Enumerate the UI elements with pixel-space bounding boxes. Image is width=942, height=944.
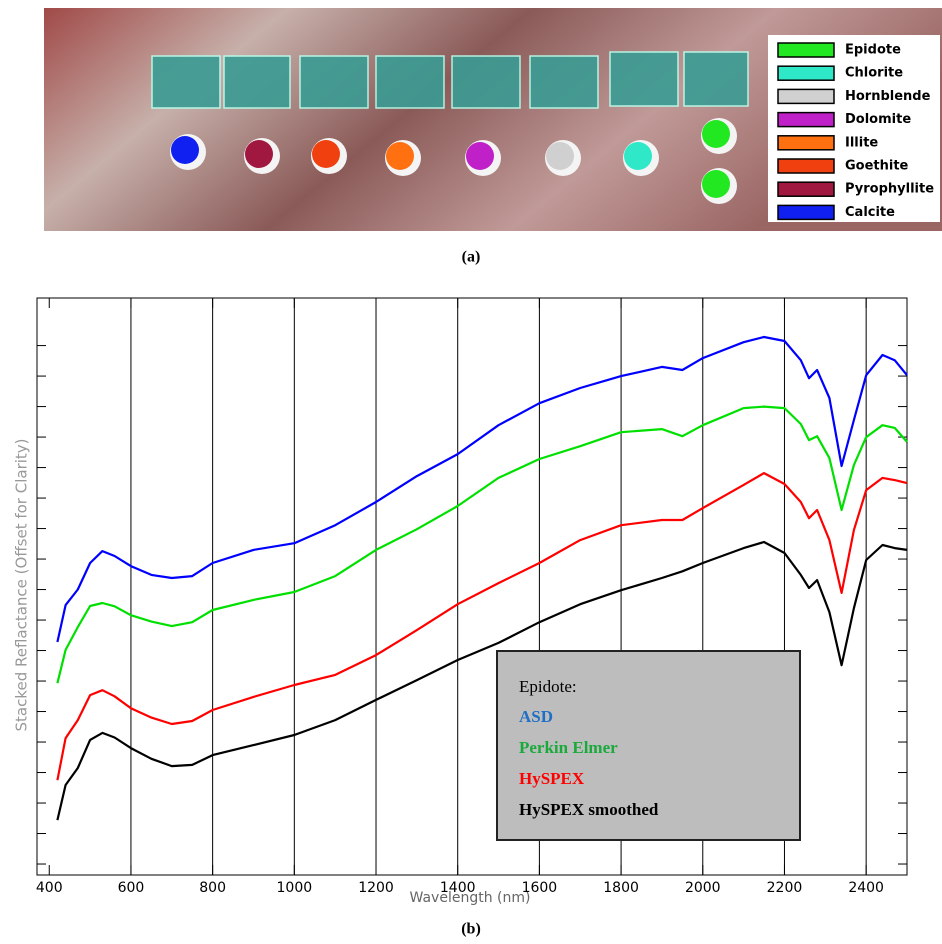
- x-tick-label: 1800: [603, 880, 639, 896]
- sample-disc: [171, 136, 199, 164]
- sample-disc: [546, 142, 574, 170]
- sample-disc: [466, 142, 494, 170]
- legend-label: HySPEX: [519, 769, 585, 788]
- sample-disc: [702, 120, 730, 148]
- sample-disc: [624, 142, 652, 170]
- series-line: [56, 540, 908, 821]
- x-tick-label: 1000: [277, 880, 313, 896]
- legend-label: Goethite: [845, 159, 909, 174]
- legend-swatch: [777, 42, 835, 58]
- legend-label: Illite: [845, 135, 878, 150]
- series-line: [56, 472, 908, 781]
- legend-swatch: [777, 65, 835, 81]
- x-tick-label: 400: [36, 880, 63, 896]
- legend-swatch: [777, 181, 835, 197]
- legend-title: Epidote:: [519, 677, 577, 696]
- x-tick-label: 1400: [440, 880, 476, 896]
- legend-label: ASD: [519, 707, 553, 726]
- x-tick-label: 2000: [685, 880, 721, 896]
- caption: (a): [462, 249, 481, 266]
- legend-box: [496, 650, 801, 841]
- legend-swatch: [777, 204, 835, 221]
- legend-swatch: [777, 88, 835, 105]
- legend-label: Chlorite: [845, 66, 903, 81]
- series-line: [56, 405, 908, 684]
- legend-swatch: [777, 111, 835, 128]
- legend-label: Hornblende: [845, 89, 931, 104]
- legend-label: Dolomite: [845, 112, 911, 127]
- plot-frame: [36, 297, 908, 876]
- legend-label: Calcite: [845, 205, 895, 220]
- sample-disc: [245, 140, 273, 168]
- sample-disc: [702, 170, 730, 198]
- legend-swatch: [777, 158, 835, 174]
- photo-panel: Epidote Chlorite Hornblende Dolomite Illite G…: [44, 8, 942, 231]
- x-tick-label: 2200: [767, 880, 803, 896]
- x-tick-label: 800: [199, 880, 226, 896]
- y-axis-title: Stacked Reflactance (Offset for Clarity): [13, 438, 31, 731]
- x-tick-label: 600: [118, 880, 145, 896]
- x-tick-label: 1600: [522, 880, 558, 896]
- series-line: [56, 335, 908, 643]
- legend-label: HySPEX smoothed: [519, 800, 659, 819]
- sample-disc: [312, 140, 340, 168]
- caption: (b): [461, 921, 481, 938]
- x-tick-label: 1200: [358, 880, 394, 896]
- sample-disc: [386, 142, 414, 170]
- x-axis-title: Wavelength (nm): [410, 890, 531, 906]
- legend-label: Pyrophyllite: [845, 182, 934, 197]
- legend-swatch: [777, 135, 835, 151]
- sample-plates: [151, 51, 749, 109]
- x-tick-label: 2400: [848, 880, 884, 896]
- legend-label: Epidote: [845, 43, 901, 58]
- legend-label: Perkin Elmer: [519, 738, 618, 757]
